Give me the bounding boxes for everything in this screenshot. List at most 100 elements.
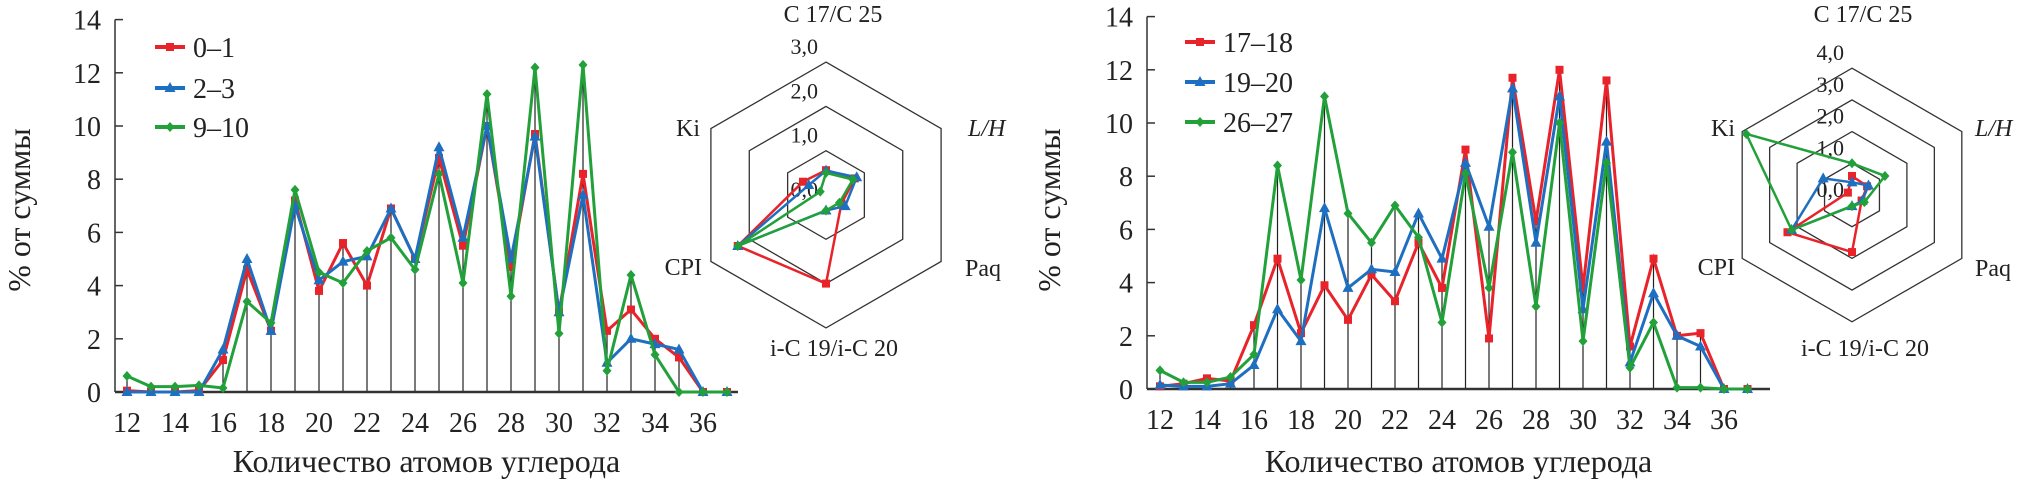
x-tick-label: 14 (161, 408, 189, 439)
radar-point (798, 177, 807, 186)
radar-ring-label: 1,0 (791, 123, 819, 148)
data-point (314, 267, 324, 278)
radar-point (815, 186, 825, 197)
legend-label: 19–20 (1223, 68, 1293, 99)
data-point (1554, 90, 1565, 101)
radar-point (733, 240, 743, 251)
data-point (1320, 281, 1329, 290)
data-point (577, 189, 589, 200)
data-point (1508, 147, 1517, 158)
data-point (530, 62, 540, 73)
radar-ring-label: 2,0 (1817, 104, 1845, 129)
radar-ring-label: 2,0 (791, 78, 819, 103)
data-point (122, 371, 132, 382)
x-tick-label: 24 (401, 408, 429, 439)
data-point (217, 343, 229, 354)
legend-label: 26–27 (1223, 108, 1293, 139)
series-1 (123, 122, 731, 396)
x-tick-label: 20 (1334, 405, 1362, 436)
radar-point (848, 174, 858, 185)
data-point (363, 281, 371, 290)
data-point (1295, 335, 1307, 346)
data-point (266, 317, 276, 328)
data-point (1743, 384, 1752, 394)
data-point (482, 89, 492, 100)
data-point (241, 253, 253, 263)
data-point (1366, 263, 1377, 274)
data-point (603, 326, 611, 335)
data-point (1625, 362, 1635, 373)
data-point (1179, 377, 1188, 388)
series-line (126, 64, 727, 394)
data-point (1342, 281, 1354, 292)
radar-axis-label: C 17/C 25 (784, 2, 883, 28)
data-point (435, 153, 443, 162)
radar-axis-label: CPI (665, 255, 702, 281)
data-point (1272, 303, 1283, 314)
data-point (1391, 297, 1399, 306)
legend-marker (165, 122, 175, 132)
data-point (1273, 254, 1282, 263)
data-point (554, 328, 564, 339)
data-point (1601, 135, 1612, 146)
data-point (1530, 236, 1542, 247)
data-point (1696, 382, 1705, 393)
series-line (127, 125, 727, 394)
data-point (434, 168, 444, 179)
legend-marker (1194, 76, 1206, 86)
data-point (1649, 254, 1658, 263)
data-point (1296, 274, 1306, 285)
data-point (290, 184, 300, 195)
y-tick-label: 6 (87, 218, 101, 249)
x-tick-label: 36 (689, 408, 717, 439)
radar-point (1847, 201, 1857, 212)
radar-point (821, 167, 831, 178)
data-point (1719, 384, 1729, 394)
data-point (579, 169, 587, 178)
x-tick-label: 28 (497, 408, 525, 439)
data-point (1555, 65, 1564, 74)
radar-point (839, 200, 851, 211)
radar-axis-label: Ki (1711, 116, 1735, 142)
data-point (193, 386, 205, 396)
data-point (506, 291, 516, 302)
data-point (1438, 283, 1446, 292)
radar-ring (710, 61, 942, 329)
data-point (1648, 287, 1659, 298)
y-tick-label: 12 (73, 59, 101, 90)
data-point (1602, 157, 1611, 168)
y-tick-label: 2 (1119, 322, 1133, 353)
radar-axis-label: Paq (1975, 256, 2011, 282)
data-point (219, 356, 227, 365)
series-line (126, 125, 727, 394)
y-tick-label: 10 (1105, 109, 1133, 140)
x-tick-label: 16 (1240, 405, 1268, 436)
x-tick-label: 12 (113, 408, 141, 439)
data-point (194, 380, 204, 391)
x-tick-label: 16 (209, 408, 237, 439)
data-point (1367, 237, 1376, 248)
x-tick-label: 22 (1381, 405, 1409, 436)
y-axis-title: % от суммы (1031, 128, 1067, 292)
data-point (146, 381, 156, 392)
data-point (650, 349, 660, 360)
legend-label: 2–3 (193, 74, 235, 105)
data-point (1626, 342, 1634, 351)
x-axis-title: Количество атомов углерода (233, 443, 621, 479)
legend-marker (1196, 38, 1204, 46)
data-point (1649, 317, 1658, 328)
data-point (243, 265, 251, 274)
radar-axis-label: CPI (1698, 255, 1735, 281)
data-point (1319, 202, 1330, 213)
radar-point (822, 279, 830, 288)
data-point (1320, 91, 1329, 102)
data-point (1460, 156, 1471, 167)
data-point (433, 141, 445, 152)
legend-marker (164, 82, 176, 92)
data-point (1250, 321, 1258, 330)
radar-point (821, 205, 831, 216)
y-axis-title: % от суммы (1, 128, 37, 292)
